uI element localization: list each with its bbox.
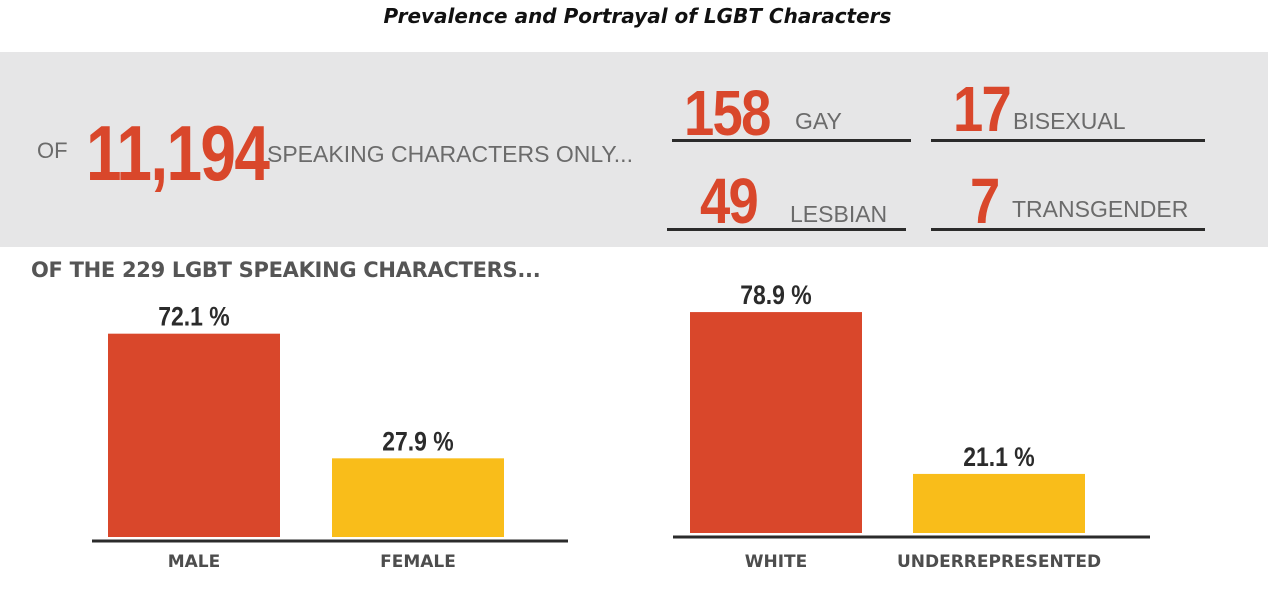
lesbian-count: 49 bbox=[700, 165, 759, 237]
lgbt-subheading: OF THE 229 LGBT SPEAKING CHARACTERS... bbox=[31, 258, 541, 282]
gay-underline bbox=[672, 139, 911, 142]
bar-white bbox=[690, 312, 862, 533]
transgender-underline bbox=[931, 228, 1205, 231]
value-label-underrepresented: 21.1 % bbox=[963, 442, 1034, 472]
category-label-female: FEMALE bbox=[380, 552, 456, 572]
summary-banner bbox=[0, 52, 1268, 247]
lesbian-label: LESBIAN bbox=[790, 201, 888, 227]
gay-label: GAY bbox=[795, 108, 842, 134]
lesbian-underline bbox=[667, 228, 906, 231]
value-label-female: 27.9 % bbox=[382, 427, 453, 457]
value-label-male: 72.1 % bbox=[158, 302, 229, 332]
category-label-male: MALE bbox=[168, 552, 221, 572]
total-characters-count: 11,194 bbox=[86, 109, 270, 197]
gay-count: 158 bbox=[684, 77, 771, 149]
speaking-characters-label: SPEAKING CHARACTERS ONLY... bbox=[267, 141, 633, 167]
chart-1: 72.1 % MALE 27.9 % FEMALE bbox=[92, 302, 568, 572]
transgender-count: 7 bbox=[970, 165, 1000, 237]
transgender-label: TRANSGENDER bbox=[1012, 196, 1189, 222]
bisexual-label: BISEXUAL bbox=[1013, 108, 1126, 134]
category-label-underrepresented: UNDERREPRESENTED bbox=[897, 552, 1101, 572]
category-label-white: WHITE bbox=[745, 552, 808, 572]
chart-2: 78.9 % WHITE 21.1 % UNDERREPRESENTED bbox=[673, 280, 1150, 572]
of-label: OF bbox=[37, 138, 68, 163]
bisexual-count: 17 bbox=[953, 73, 1012, 145]
bisexual-underline bbox=[931, 139, 1205, 142]
bar-female bbox=[332, 458, 504, 537]
bar-underrepresented bbox=[913, 473, 1085, 533]
bar-male bbox=[108, 333, 280, 537]
value-label-white: 78.9 % bbox=[740, 280, 811, 310]
page-title: Prevalence and Portrayal of LGBT Charact… bbox=[383, 4, 892, 28]
